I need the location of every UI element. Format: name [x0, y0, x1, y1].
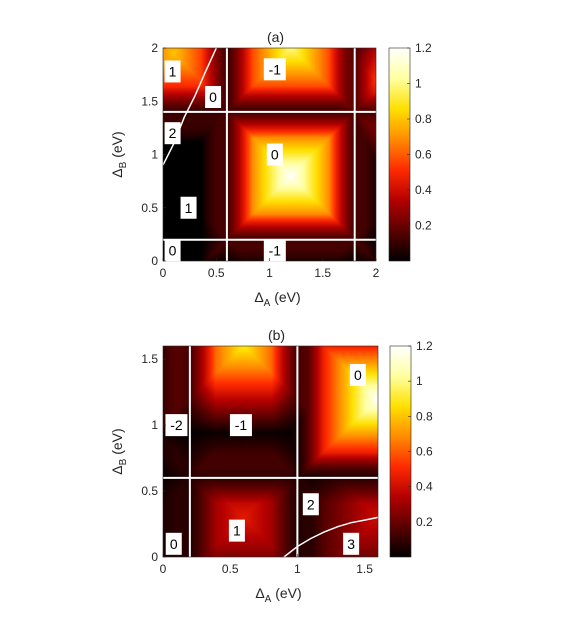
- colorbar-tick-label: 0.6: [415, 148, 432, 162]
- region-label-box: [343, 532, 360, 555]
- region-label: 2: [302, 493, 319, 516]
- x-tick-label: 1.5: [314, 266, 331, 280]
- region-label-box: [165, 414, 188, 437]
- colorbar-tick-label: 0.2: [416, 515, 433, 529]
- region-label-box: [263, 239, 286, 262]
- region-label-text: -1: [269, 242, 282, 258]
- colorbar-tick-label: 0.4: [415, 183, 432, 197]
- region-label-text: -1: [269, 61, 282, 77]
- region-label-box: [263, 58, 286, 81]
- x-tick-label: 0.5: [208, 266, 225, 280]
- colorbar-tick-label: 0.2: [415, 219, 432, 233]
- x-axis-label: ΔA (eV): [254, 289, 300, 309]
- colorbar-tick-label: 1: [416, 374, 423, 388]
- colorbar: 0.2 0.4 0.6 0.8 1 1.2: [389, 339, 433, 558]
- chart-title: (b): [268, 327, 285, 343]
- region-label: 1: [164, 60, 181, 83]
- region-label: -2: [165, 414, 188, 437]
- region-label-text: 0: [170, 536, 178, 552]
- x-tick-label: 1: [266, 266, 273, 280]
- region-label-text: 0: [354, 367, 362, 383]
- region-label-box: [165, 532, 182, 555]
- region-label: -1: [263, 239, 286, 262]
- x-tick-label: 0.5: [222, 562, 239, 576]
- phase-boundary-curve: [162, 47, 217, 166]
- x-tick-label: 1: [294, 562, 301, 576]
- colorbar-tick-label: 0.4: [416, 480, 433, 494]
- colorbar-tick-label: 0.8: [416, 409, 433, 423]
- region-label-text: -1: [235, 417, 248, 433]
- y-tick-label: 1.5: [141, 94, 158, 108]
- colorbar-tick-label: 1.2: [415, 41, 432, 55]
- region-label-text: 0: [271, 147, 279, 163]
- y-axis-label: ΔB (eV): [109, 428, 129, 474]
- region-label-box: [229, 414, 252, 437]
- region-label: 0: [164, 239, 181, 262]
- plot-frame: [162, 345, 379, 558]
- colorbar-tick-label: 1.2: [416, 339, 433, 353]
- region-label-box: [302, 493, 319, 516]
- y-tick-label: 1: [151, 148, 158, 162]
- colorbar-gradient: [389, 345, 412, 558]
- heatmap-image: [163, 346, 378, 557]
- region-label-text: 3: [347, 536, 355, 552]
- x-tick-label: 0: [160, 562, 167, 576]
- region-label: 2: [164, 122, 181, 145]
- region-label: 1: [180, 196, 197, 219]
- chart-title: (a): [267, 29, 284, 45]
- colorbar-gradient: [388, 47, 411, 262]
- region-label: 0: [349, 364, 366, 387]
- region-label-box: [228, 519, 245, 542]
- x-tick-label: 1.5: [356, 562, 373, 576]
- x-tick-label: 0: [160, 266, 167, 280]
- region-label: 1: [228, 519, 245, 542]
- region-label-text: 1: [169, 63, 177, 79]
- region-label-text: 0: [169, 242, 177, 258]
- region-label-box: [164, 122, 181, 145]
- region-label: 0: [165, 532, 182, 555]
- colorbar-tick-label: 0.8: [415, 112, 432, 126]
- heatmap-plot: 0 -2 -1 2 1 0 3 0 0.5 1 1.5 0 0.5 1 1.5: [141, 345, 379, 576]
- region-label-text: 1: [185, 200, 193, 216]
- region-label: 0: [205, 85, 222, 108]
- region-label: -1: [229, 414, 252, 437]
- region-label-text: 2: [307, 496, 315, 512]
- region-label-box: [164, 239, 181, 262]
- colorbar: 0.2 0.4 0.6 0.8 1 1.2: [388, 41, 432, 262]
- region-label-box: [266, 143, 283, 166]
- y-axis-label: ΔB (eV): [109, 131, 129, 177]
- region-label-box: [180, 196, 197, 219]
- region-label-text: 0: [209, 89, 217, 105]
- y-tick-label: 0: [151, 550, 158, 564]
- y-tick-label: 1.5: [141, 352, 158, 366]
- region-label-text: 1: [233, 523, 241, 539]
- y-tick-label: 1: [151, 418, 158, 432]
- region-label-text: 2: [169, 125, 177, 141]
- colorbar-tick-label: 1: [415, 77, 422, 91]
- region-label-box: [349, 364, 366, 387]
- heatmap-plot: 1 -1 0 2 0 1 0 -1 0 0.5 1 1.5 2 0 0.5 1 1.5 2: [141, 41, 379, 280]
- region-label: -1: [263, 58, 286, 81]
- y-tick-label: 0: [151, 254, 158, 268]
- x-tick-label: 2: [373, 266, 380, 280]
- x-axis-label: ΔA (eV): [255, 585, 301, 605]
- region-label: 0: [266, 143, 283, 166]
- colorbar-tick-label: 0.6: [416, 445, 433, 459]
- phase-boundary-curve: [283, 516, 379, 558]
- y-tick-label: 0.5: [141, 201, 158, 215]
- y-tick-label: 2: [151, 41, 158, 55]
- region-label-text: -2: [170, 417, 183, 433]
- region-label-box: [205, 85, 222, 108]
- y-tick-label: 0.5: [141, 484, 158, 498]
- region-label: 3: [343, 532, 360, 555]
- region-label-box: [164, 60, 181, 83]
